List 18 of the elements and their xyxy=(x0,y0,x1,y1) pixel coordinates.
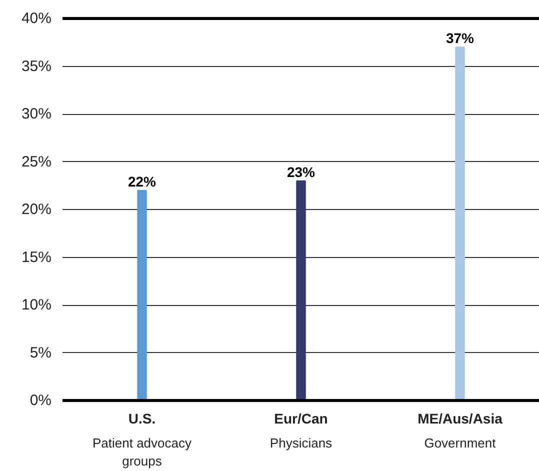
y-tick-label: 10% xyxy=(21,296,52,314)
category-label: U.S. Patient advocacy groups xyxy=(92,410,192,468)
data-label: 22% xyxy=(128,173,157,190)
category-label: ME/Aus/Asia Government xyxy=(418,410,502,450)
y-tick-label: 20% xyxy=(21,201,52,218)
y-tick-label: 35% xyxy=(21,58,52,75)
y-tick-label: 5% xyxy=(30,344,52,362)
y-tick-label: 40% xyxy=(21,10,52,27)
y-tick-label: 30% xyxy=(21,106,52,122)
bar xyxy=(296,180,306,400)
y-tick-label: 0% xyxy=(30,392,52,409)
bar xyxy=(455,46,465,400)
data-label: 37% xyxy=(446,30,475,46)
y-tick-label: 25% xyxy=(21,153,52,170)
y-tick-label: 15% xyxy=(21,248,52,266)
category-label: Eur/Can Physicians xyxy=(270,410,332,450)
data-label: 23% xyxy=(286,164,316,180)
bar xyxy=(137,190,147,400)
